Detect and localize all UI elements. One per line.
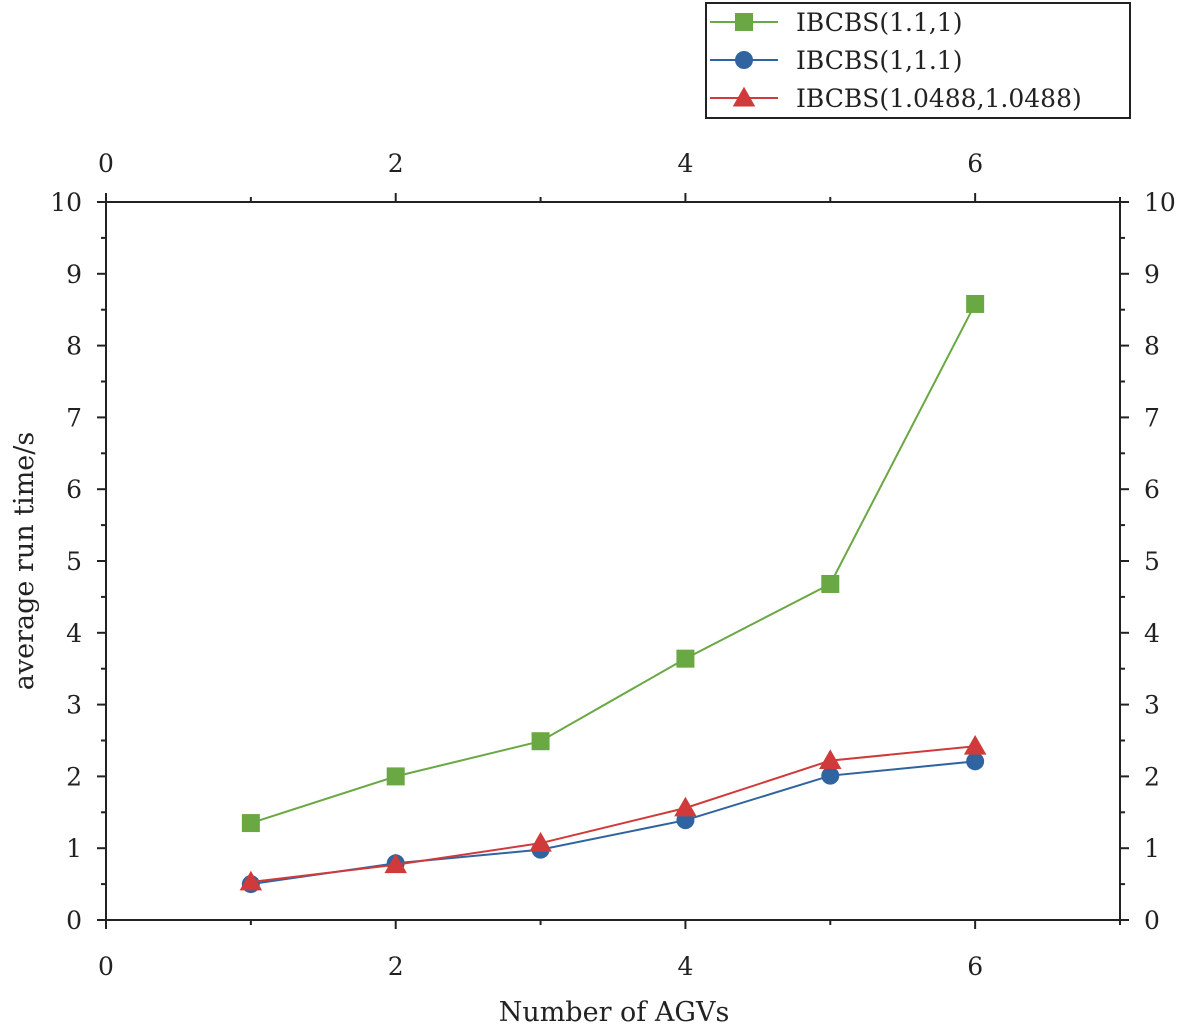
y-tick-label-left: 5 — [66, 547, 82, 576]
x-tick-label-top: 2 — [388, 149, 404, 178]
legend-marker-triangle — [732, 86, 756, 107]
x-tick-label-top: 4 — [677, 149, 693, 178]
data-point-square — [676, 649, 695, 668]
x-tick-label-bottom: 4 — [677, 952, 693, 981]
y-tick-label-left: 0 — [66, 906, 82, 935]
y-tick-label-left: 9 — [66, 260, 82, 289]
x-tick-label-bottom: 6 — [967, 952, 983, 981]
legend: IBCBS(1.1,1) IBCBS(1,1.1) IBCBS(1.0488,1.0… — [705, 2, 1131, 119]
data-point-square — [966, 294, 985, 313]
data-point-square — [386, 767, 405, 786]
data-point-square — [241, 814, 260, 833]
y-tick-label-right: 4 — [1144, 619, 1160, 648]
y-tick-label-right: 10 — [1144, 188, 1176, 217]
y-tick-label-right: 1 — [1144, 834, 1160, 863]
data-point-circle — [966, 752, 985, 771]
x-tick-label-bottom: 0 — [98, 952, 114, 981]
series-1 — [241, 294, 985, 833]
y-tick-label-left: 6 — [66, 475, 82, 504]
y-tick-label-left: 3 — [66, 691, 82, 720]
y-tick-label-right: 6 — [1144, 475, 1160, 504]
series-3 — [239, 734, 987, 891]
data-point-triangle — [529, 831, 552, 852]
legend-label: IBCBS(1,1.1) — [796, 46, 962, 75]
series-2 — [241, 752, 985, 894]
y-tick-label-right: 7 — [1144, 403, 1160, 432]
y-tick-label-right: 3 — [1144, 691, 1160, 720]
x-tick-label-bottom: 2 — [388, 952, 404, 981]
data-point-square — [821, 574, 840, 593]
data-point-triangle — [384, 853, 407, 874]
data-point-circle — [821, 766, 840, 785]
y-axis-title: average run time/s — [9, 432, 40, 690]
legend-marker-circle — [735, 51, 753, 69]
x-tick-label-top: 6 — [967, 149, 983, 178]
x-axis-title: Number of AGVs — [499, 997, 730, 1026]
y-tick-label-right: 8 — [1144, 332, 1160, 361]
legend-entry-3: IBCBS(1.0488,1.0488) — [710, 84, 1082, 113]
y-tick-label-left: 2 — [66, 762, 82, 791]
y-tick-label-left: 4 — [66, 619, 82, 648]
y-tick-label-left: 1 — [66, 834, 82, 863]
y-tick-label-right: 5 — [1144, 547, 1160, 576]
y-tick-label-right: 2 — [1144, 762, 1160, 791]
axis-ticks — [97, 193, 1129, 929]
data-point-triangle — [239, 870, 263, 891]
series-layer — [239, 294, 987, 894]
data-point-triangle — [819, 749, 842, 770]
data-point-triangle — [963, 734, 987, 755]
y-tick-label-left: 7 — [66, 403, 82, 432]
legend-marker-square — [735, 13, 753, 31]
legend-entry-1: IBCBS(1.1,1) — [710, 8, 962, 37]
y-tick-label-left: 10 — [50, 188, 82, 217]
legend-entry-2: IBCBS(1,1.1) — [710, 46, 962, 75]
series-line — [250, 303, 977, 825]
y-tick-label-left: 8 — [66, 332, 82, 361]
series-line — [250, 760, 976, 886]
data-point-square — [531, 732, 550, 751]
y-tick-label-right: 0 — [1144, 906, 1160, 935]
legend-label: IBCBS(1.1,1) — [796, 8, 962, 37]
y-tick-label-right: 9 — [1144, 260, 1160, 289]
series-line — [250, 745, 976, 883]
legend-label: IBCBS(1.0488,1.0488) — [796, 84, 1082, 113]
data-point-triangle — [674, 796, 697, 817]
x-tick-label-top: 0 — [98, 149, 114, 178]
